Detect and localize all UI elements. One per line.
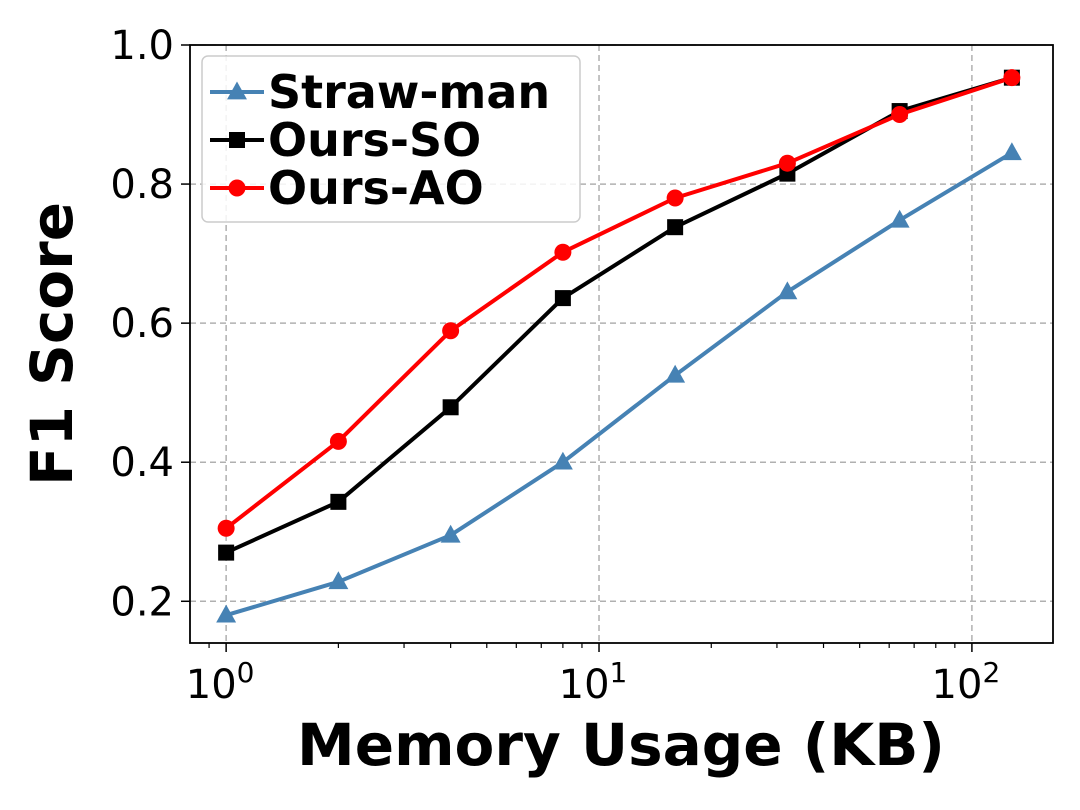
data-point-ours-so: [330, 493, 347, 510]
series-layer: [216, 69, 1022, 623]
data-point-ours-ao: [666, 189, 684, 207]
legend-marker-ours-so: [229, 132, 245, 148]
data-point-ours-so: [218, 544, 235, 561]
data-point-ours-ao: [891, 106, 909, 124]
legend-label-straw-man: Straw-man: [268, 65, 550, 119]
x-tick-label: 100: [186, 656, 255, 708]
legend-marker-straw-man: [227, 81, 247, 100]
legend-marker-ours-ao: [228, 179, 246, 197]
y-tick-label: 0.2: [110, 579, 174, 625]
y-tick-label: 0.4: [110, 440, 174, 486]
data-point-straw-man: [216, 604, 237, 623]
series-line-straw-man: [225, 151, 1013, 618]
series-straw-man: [216, 142, 1022, 623]
data-point-ours-so: [554, 290, 571, 307]
x-tick-label: 102: [932, 656, 1001, 708]
legend-label-ours-so: Ours-SO: [268, 113, 481, 167]
data-point-ours-ao: [1003, 69, 1021, 87]
series-line-ours-ao: [224, 75, 1013, 530]
series-ours-ao: [217, 69, 1021, 537]
y-tick-label: 1.0: [110, 23, 174, 69]
data-point-straw-man: [328, 571, 349, 590]
data-point-straw-man: [777, 281, 798, 300]
y-tick-label: 0.8: [110, 162, 174, 208]
data-point-ours-ao: [217, 519, 235, 537]
plot-frame: [189, 44, 1054, 644]
data-point-straw-man: [440, 524, 461, 543]
data-point-ours-ao: [554, 243, 572, 261]
x-axis-title: Memory Usage (KB): [297, 711, 945, 779]
y-axis-title: F1 Score: [18, 202, 86, 486]
y-tick-label: 0.6: [110, 301, 174, 347]
data-point-straw-man: [1001, 142, 1022, 161]
data-point-straw-man: [552, 451, 573, 470]
y-axis-ticks: 0.2 0.4 0.6 0.8 1.0: [110, 23, 190, 625]
data-point-ours-ao: [778, 154, 796, 172]
x-axis-ticks: 100 101 102: [186, 643, 1001, 708]
legend-label-ours-ao: Ours-AO: [268, 161, 484, 215]
data-point-straw-man: [665, 364, 686, 383]
data-point-straw-man: [889, 209, 910, 228]
data-point-ours-so: [442, 399, 459, 416]
x-tick-label: 101: [559, 656, 628, 708]
data-point-ours-so: [667, 219, 684, 236]
legend-box: [201, 55, 581, 223]
data-point-ours-ao: [329, 432, 347, 450]
data-point-ours-ao: [442, 322, 460, 340]
